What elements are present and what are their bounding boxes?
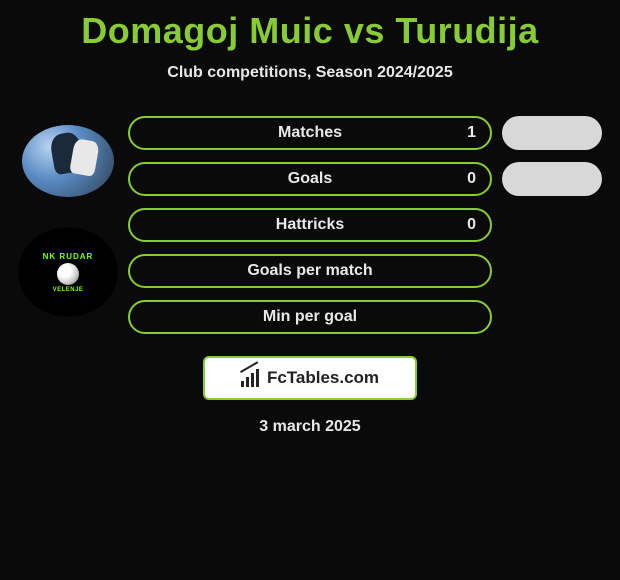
stat-pill-matches [502, 116, 602, 150]
stat-value-left: 0 [467, 216, 476, 234]
shield-icon: NK RUDAR VELENJE [37, 237, 99, 307]
logo-prefix: Fc [267, 368, 287, 387]
badge-bottom-text: VELENJE [53, 287, 84, 293]
soccer-ball-icon [57, 263, 79, 285]
subtitle: Club competitions, Season 2024/2025 [0, 64, 620, 82]
stat-value-left: 0 [467, 170, 476, 188]
date-label: 3 march 2025 [0, 418, 620, 436]
comparison-card: Domagoj Muic vs Turudija Club competitio… [0, 0, 620, 580]
stat-label: Min per goal [263, 308, 357, 326]
player2-name: Turudija [395, 10, 538, 51]
stat-value-left: 1 [467, 124, 476, 142]
bar-chart-icon [241, 369, 263, 387]
page-title: Domagoj Muic vs Turudija [0, 10, 620, 52]
stat-label: Goals [288, 170, 332, 188]
player-photo-icon [22, 125, 114, 197]
stat-bar-min-per-goal: Min per goal [128, 300, 492, 334]
stat-pill-goals [502, 162, 602, 196]
logo-text: FcTables.com [267, 368, 379, 388]
stat-label: Matches [278, 124, 342, 142]
stat-bar-goals-per-match: Goals per match [128, 254, 492, 288]
left-avatars: NK RUDAR VELENJE [8, 110, 128, 317]
club-badge-icon: NK RUDAR VELENJE [18, 227, 118, 317]
logo-suffix: Tables.com [287, 368, 379, 387]
stat-label: Goals per match [247, 262, 372, 280]
stat-bar-hattricks: Hattricks 0 [128, 208, 492, 242]
player1-name: Domagoj Muic [81, 10, 333, 51]
vs-label: vs [344, 10, 385, 51]
stat-bar-matches: Matches 1 [128, 116, 492, 150]
content-row: NK RUDAR VELENJE Matches 1 Goals 0 Hattr… [0, 110, 620, 334]
badge-top-text: NK RUDAR [43, 252, 94, 261]
stat-bar-goals: Goals 0 [128, 162, 492, 196]
stat-bars: Matches 1 Goals 0 Hattricks 0 Goals per … [128, 110, 492, 334]
stat-label: Hattricks [276, 216, 344, 234]
fctables-logo[interactable]: FcTables.com [203, 356, 417, 400]
right-pills [492, 110, 612, 196]
